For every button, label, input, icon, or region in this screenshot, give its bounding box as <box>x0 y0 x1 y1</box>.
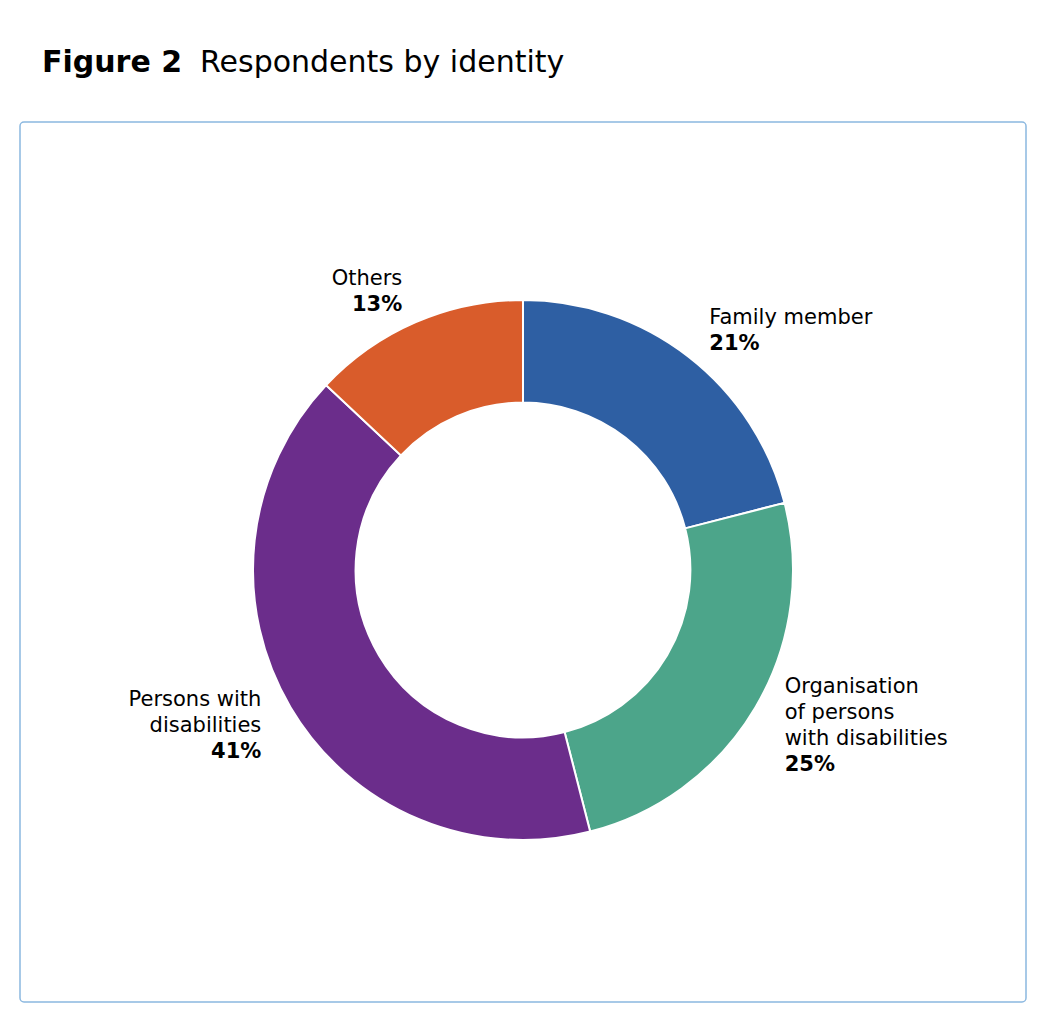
title: Figure 2 <box>42 44 182 79</box>
category-label: Family member <box>709 305 872 329</box>
wedge <box>326 300 523 455</box>
data-label: 21% <box>709 331 759 355</box>
frame <box>20 122 1026 1002</box>
chart: Figure 2 Respondents by identity Family me… <box>0 0 1046 1022</box>
wedges <box>253 300 793 840</box>
wedge <box>253 385 590 840</box>
background <box>0 0 1046 1022</box>
labels: Family member21% Organisationof personswi… <box>129 266 948 776</box>
chart-container: Figure 2 Respondents by identity Family me… <box>0 0 1046 1022</box>
data-label: 25% <box>785 752 835 776</box>
category-label: Organisationof personswith disabilities <box>785 674 948 750</box>
wedge <box>523 300 785 528</box>
data-label: 41% <box>211 739 261 763</box>
category-label: Persons withdisabilities <box>129 687 262 737</box>
data-label: 13% <box>352 292 402 316</box>
wedge <box>565 503 793 832</box>
title-line: Figure 2 Respondents by identity <box>42 44 564 79</box>
subtitle: Respondents by identity <box>200 44 564 79</box>
category-label: Others <box>332 266 403 290</box>
